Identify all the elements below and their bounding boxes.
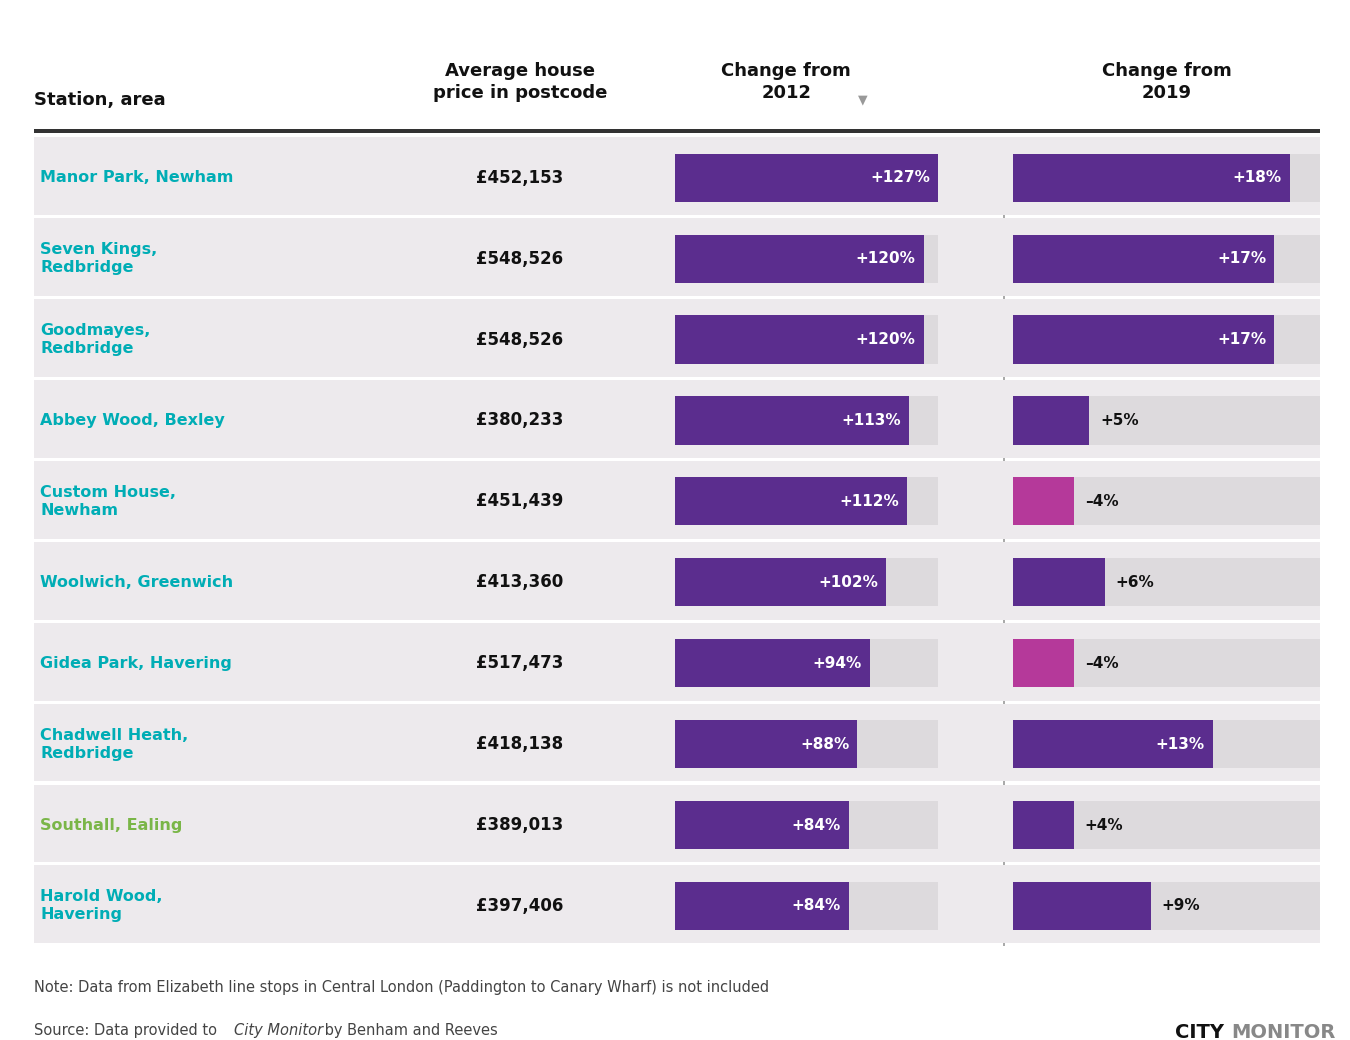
Text: +112%: +112% (840, 494, 899, 509)
Text: ▼: ▼ (859, 94, 868, 107)
Text: £548,526: £548,526 (477, 250, 563, 267)
Text: £413,360: £413,360 (477, 573, 563, 592)
Text: +13%: +13% (1156, 736, 1204, 752)
Text: +4%: +4% (1085, 817, 1123, 833)
Text: £380,233: £380,233 (477, 412, 563, 430)
Text: Seven Kings,
Redbridge: Seven Kings, Redbridge (40, 242, 158, 276)
Text: by Benham and Reeves: by Benham and Reeves (320, 1023, 498, 1038)
Text: Manor Park, Newham: Manor Park, Newham (40, 171, 234, 185)
Text: £389,013: £389,013 (477, 816, 563, 834)
Text: +127%: +127% (871, 171, 930, 185)
Text: +17%: +17% (1216, 251, 1266, 266)
Text: +6%: +6% (1115, 575, 1154, 590)
Text: Gidea Park, Havering: Gidea Park, Havering (40, 655, 232, 671)
Text: +5%: +5% (1100, 413, 1139, 428)
Text: £397,406: £397,406 (477, 896, 563, 915)
Text: £452,153: £452,153 (477, 168, 563, 187)
Text: Change from
2012: Change from 2012 (721, 61, 852, 102)
Text: +120%: +120% (856, 251, 915, 266)
Text: £517,473: £517,473 (477, 654, 563, 672)
Text: MONITOR: MONITOR (1231, 1023, 1335, 1040)
Text: Southall, Ealing: Southall, Ealing (40, 817, 182, 833)
Text: £451,439: £451,439 (477, 492, 563, 511)
Text: CITY: CITY (1174, 1023, 1223, 1040)
Text: +17%: +17% (1216, 332, 1266, 347)
Text: Station, area: Station, area (34, 92, 165, 109)
Text: +18%: +18% (1233, 171, 1281, 185)
Text: +102%: +102% (818, 575, 879, 590)
Text: Note: Data from Elizabeth line stops in Central London (Paddington to Canary Wha: Note: Data from Elizabeth line stops in … (34, 980, 769, 994)
Text: –4%: –4% (1085, 494, 1119, 509)
Text: Change from
2019: Change from 2019 (1102, 61, 1231, 102)
Text: +94%: +94% (813, 655, 861, 671)
Text: Source: Data provided to: Source: Data provided to (34, 1023, 221, 1038)
Text: Abbey Wood, Bexley: Abbey Wood, Bexley (40, 413, 225, 428)
Text: +9%: +9% (1162, 899, 1200, 913)
Text: Chadwell Heath,
Redbridge: Chadwell Heath, Redbridge (40, 728, 189, 760)
Text: +84%: +84% (791, 899, 841, 913)
Text: Harold Wood,
Havering: Harold Wood, Havering (40, 889, 163, 922)
Text: £418,138: £418,138 (477, 735, 563, 753)
Text: City Monitor: City Monitor (234, 1023, 323, 1038)
Text: +84%: +84% (791, 817, 841, 833)
Text: +88%: +88% (801, 736, 849, 752)
Text: Goodmayes,
Redbridge: Goodmayes, Redbridge (40, 323, 151, 356)
Text: +120%: +120% (856, 332, 915, 347)
Text: Average house
price in postcode: Average house price in postcode (432, 61, 608, 102)
Text: £548,526: £548,526 (477, 331, 563, 348)
Text: –4%: –4% (1085, 655, 1119, 671)
Text: Custom House,
Newham: Custom House, Newham (40, 485, 177, 518)
Text: +113%: +113% (841, 413, 902, 428)
Text: Woolwich, Greenwich: Woolwich, Greenwich (40, 575, 234, 590)
